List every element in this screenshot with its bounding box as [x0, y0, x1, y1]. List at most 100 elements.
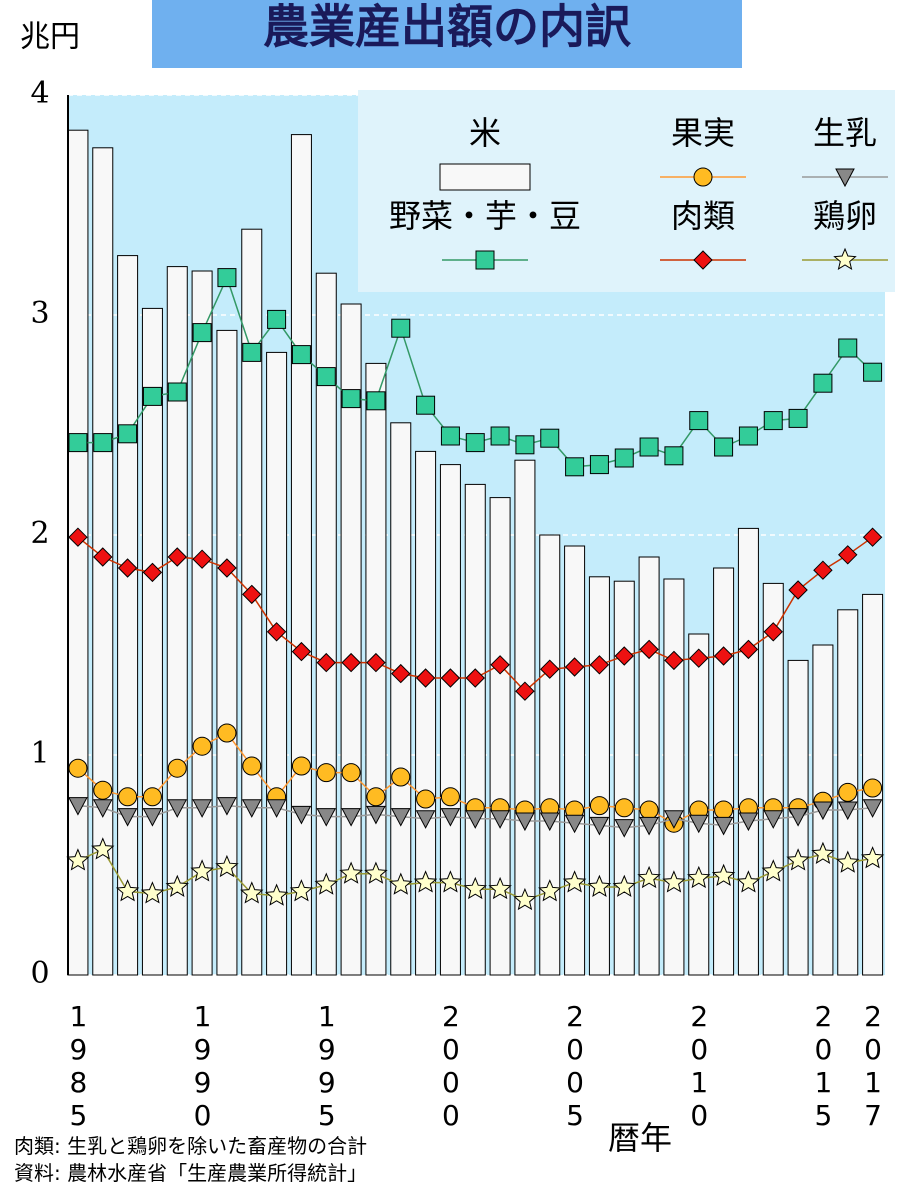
marker [515, 812, 535, 832]
marker [736, 870, 761, 893]
marker [811, 841, 835, 864]
bar [340, 303, 362, 976]
marker [142, 386, 162, 406]
legend-box [358, 90, 895, 292]
marker [366, 805, 386, 825]
bar [290, 134, 312, 976]
marker [713, 646, 734, 666]
marker [589, 455, 609, 475]
bar [216, 329, 238, 976]
marker [242, 584, 262, 605]
marker [68, 433, 88, 453]
marker [391, 767, 411, 787]
bar [663, 578, 685, 976]
marker [713, 816, 734, 836]
marker [714, 800, 734, 820]
marker [639, 800, 659, 820]
marker [763, 622, 783, 642]
bar [564, 545, 586, 976]
marker [68, 758, 88, 778]
marker [788, 580, 808, 600]
bar [67, 129, 89, 976]
marker [589, 816, 610, 836]
marker [142, 787, 162, 807]
marker [565, 457, 585, 477]
marker [92, 799, 113, 818]
marker [639, 437, 659, 457]
x-tick-label: 2010 [682, 1000, 716, 1132]
marker [167, 547, 187, 567]
marker [689, 411, 709, 431]
marker [465, 810, 486, 829]
marker [639, 816, 659, 836]
marker [416, 789, 436, 809]
marker [366, 391, 386, 411]
marker [391, 318, 411, 338]
marker [68, 527, 88, 547]
marker [341, 652, 361, 673]
marker [165, 874, 189, 897]
marker [813, 560, 833, 580]
marker [341, 763, 361, 783]
marker [264, 883, 289, 906]
marker [786, 848, 810, 871]
marker [863, 778, 883, 798]
legend-label: 鶏卵 [813, 197, 877, 235]
marker [142, 808, 163, 827]
marker [217, 268, 237, 288]
y-tick-label: 4 [30, 76, 49, 111]
marker [714, 437, 734, 457]
marker [693, 250, 713, 270]
bar [737, 527, 759, 976]
note: 肉類: 生乳と鶏卵を除いた畜産物の合計 [14, 1134, 368, 1158]
marker [364, 861, 388, 884]
marker [562, 870, 587, 893]
marker [267, 309, 287, 329]
x-tick-label: 2000 [434, 1000, 468, 1132]
bar [439, 464, 461, 976]
marker [142, 562, 163, 583]
marker [614, 798, 634, 818]
legend-label: 肉類 [671, 197, 735, 235]
marker [813, 373, 833, 393]
marker [217, 723, 237, 743]
marker [688, 814, 709, 834]
bar [588, 576, 610, 976]
marker [693, 167, 713, 187]
marker [93, 780, 113, 800]
marker [140, 881, 165, 904]
bar [415, 450, 437, 976]
marker [614, 646, 634, 666]
marker [415, 668, 436, 688]
bar [266, 351, 288, 976]
marker [836, 850, 860, 873]
marker [240, 881, 264, 904]
legend-swatch [439, 163, 531, 191]
marker [738, 639, 759, 660]
marker [291, 805, 312, 825]
bar [514, 459, 536, 976]
marker [589, 655, 610, 675]
marker [589, 796, 609, 816]
marker [813, 801, 833, 821]
marker [738, 812, 759, 832]
marker [192, 799, 212, 818]
marker [390, 808, 411, 827]
marker [838, 782, 858, 802]
marker [289, 879, 314, 902]
marker [440, 668, 461, 688]
bar [166, 266, 188, 976]
marker [711, 863, 736, 886]
marker [788, 408, 808, 428]
marker [117, 558, 138, 578]
y-axis-label: 兆円 [20, 20, 80, 55]
marker [837, 801, 858, 821]
bar [539, 534, 561, 976]
y-tick-label: 2 [30, 516, 49, 551]
marker [241, 799, 262, 818]
x-tick-label: 1990 [186, 1000, 220, 1132]
marker [788, 808, 808, 827]
bar [489, 497, 511, 976]
marker [664, 446, 684, 466]
marker [761, 859, 785, 882]
